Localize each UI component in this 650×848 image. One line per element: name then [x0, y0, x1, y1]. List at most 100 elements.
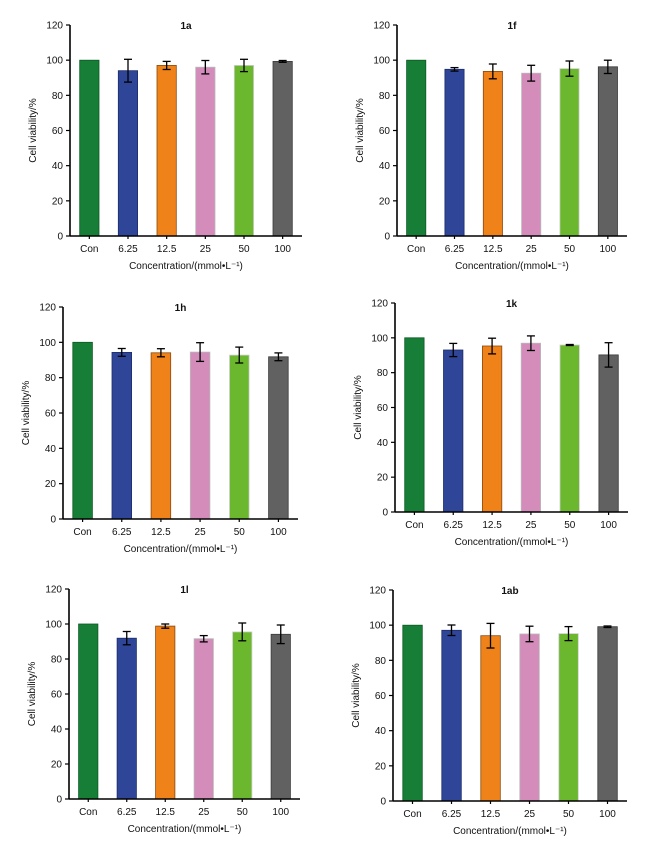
y-tick-label: 20	[45, 479, 57, 490]
x-tick-label: 50	[238, 244, 250, 255]
x-axis-label: Concentration/(mmol•L⁻¹)	[453, 826, 567, 837]
x-tick-label: 12.5	[483, 244, 503, 255]
x-tick-label: Con	[80, 244, 98, 255]
y-tick-label: 40	[52, 161, 64, 172]
bar-100	[597, 626, 618, 802]
y-tick-label: 40	[379, 161, 391, 172]
y-tick-label: 60	[379, 126, 391, 137]
bar-100	[270, 633, 291, 800]
x-tick-label: 50	[564, 244, 576, 255]
bar-50	[558, 633, 579, 802]
bar-100	[272, 61, 293, 237]
y-tick-label: 40	[45, 444, 57, 455]
x-tick-label: Con	[403, 809, 421, 820]
x-tick-label: 100	[272, 807, 289, 818]
bar-6_25	[441, 629, 462, 802]
bar-25	[189, 351, 211, 520]
chart-title: 1k	[506, 299, 518, 310]
y-tick-label: 80	[375, 656, 387, 667]
y-tick-label: 120	[46, 21, 63, 32]
x-tick-label: 50	[234, 527, 246, 538]
y-tick-label: 120	[39, 303, 56, 314]
x-tick-label: 25	[198, 807, 210, 818]
x-tick-label: 100	[600, 520, 617, 531]
x-tick-label: 50	[563, 809, 575, 820]
bar-6_25	[444, 68, 465, 237]
bar-6_25	[116, 637, 137, 800]
x-tick-label: 6.25	[118, 244, 138, 255]
bar-50	[232, 631, 253, 800]
y-tick-label: 80	[52, 91, 64, 102]
y-tick-label: 0	[382, 508, 388, 519]
x-tick-label: 50	[564, 520, 576, 531]
y-tick-label: 80	[377, 368, 389, 379]
y-tick-label: 60	[52, 126, 64, 137]
x-axis-label: Concentration/(mmol•L⁻¹)	[129, 261, 243, 272]
y-tick-label: 100	[46, 56, 63, 67]
y-tick-label: 120	[373, 21, 390, 32]
y-axis-label: Cell viability/%	[21, 381, 32, 446]
bar-50	[229, 354, 250, 520]
bar-25	[520, 342, 542, 513]
x-tick-label: 25	[195, 527, 207, 538]
y-axis-label: Cell viability/%	[28, 98, 39, 163]
bar-50	[233, 65, 255, 237]
y-tick-label: 20	[375, 761, 387, 772]
y-tick-label: 0	[384, 232, 390, 243]
y-axis-label: Cell viability/%	[27, 662, 38, 727]
y-tick-label: 40	[375, 726, 387, 737]
y-tick-label: 0	[56, 795, 62, 806]
x-tick-label: 25	[526, 244, 538, 255]
x-tick-label: 6.25	[444, 520, 464, 531]
y-tick-label: 60	[377, 403, 389, 414]
x-tick-label: 12.5	[151, 527, 171, 538]
y-tick-label: 0	[50, 515, 56, 526]
x-tick-label: 12.5	[157, 244, 177, 255]
chart-title: 1h	[175, 303, 187, 314]
bar-50	[559, 344, 580, 513]
y-tick-label: 20	[379, 196, 391, 207]
chart-panel-1k: Con 6.25 12.5 25 50 100 0 20 40 60 80 100 120 1k Conce…	[353, 299, 628, 548]
x-axis-label: Concentration/(mmol•L⁻¹)	[455, 261, 569, 272]
x-tick-label: 25	[524, 809, 536, 820]
bar-100	[597, 66, 618, 237]
y-tick-label: 80	[379, 91, 391, 102]
bar-Con	[79, 59, 100, 237]
y-tick-label: 80	[51, 655, 63, 666]
bar-12_5	[155, 625, 176, 800]
y-tick-label: 100	[371, 333, 388, 344]
chart-panel-1f: Con 6.25 12.5 25 50 100 0 20 40 60 80 100 120 1f Conce…	[355, 21, 627, 272]
y-tick-label: 60	[45, 409, 57, 420]
bar-12_5	[156, 65, 177, 237]
bar-6_25	[117, 70, 139, 237]
bar-25	[193, 638, 214, 800]
x-tick-label: 100	[274, 244, 291, 255]
y-tick-label: 20	[52, 196, 64, 207]
bar-100	[268, 356, 289, 520]
bar-Con	[72, 341, 93, 520]
x-tick-label: 100	[599, 809, 616, 820]
bar-6_25	[443, 349, 464, 513]
y-tick-label: 100	[39, 338, 56, 349]
y-axis-label: Cell viability/%	[353, 375, 364, 440]
y-axis-label: Cell viability/%	[351, 663, 362, 728]
chart-panel-1a: Con 6.25 12.5 25 50 100 0 20 40 60 80 100 120 1a Conce…	[28, 21, 302, 272]
x-tick-label: Con	[73, 527, 91, 538]
bar-50	[559, 68, 580, 237]
bar-25	[521, 72, 542, 237]
y-tick-label: 100	[369, 621, 386, 632]
bar-25	[195, 66, 216, 237]
y-tick-label: 100	[45, 620, 62, 631]
bar-100	[598, 354, 619, 513]
y-tick-label: 60	[51, 690, 63, 701]
x-axis-label: Concentration/(mmol•L⁻¹)	[455, 537, 569, 548]
bar-12_5	[480, 635, 501, 802]
chart-panel-1ab: Con 6.25 12.5 25 50 100 0 20 40 60 80 100 120 1ab Conc…	[351, 586, 627, 837]
chart-title: 1f	[508, 21, 518, 32]
bar-12_5	[482, 71, 503, 237]
y-tick-label: 20	[51, 760, 63, 771]
x-axis-label: Concentration/(mmol•L⁻¹)	[124, 544, 238, 555]
y-tick-label: 80	[45, 373, 57, 384]
x-tick-label: 12.5	[481, 809, 501, 820]
x-tick-label: 6.25	[445, 244, 465, 255]
